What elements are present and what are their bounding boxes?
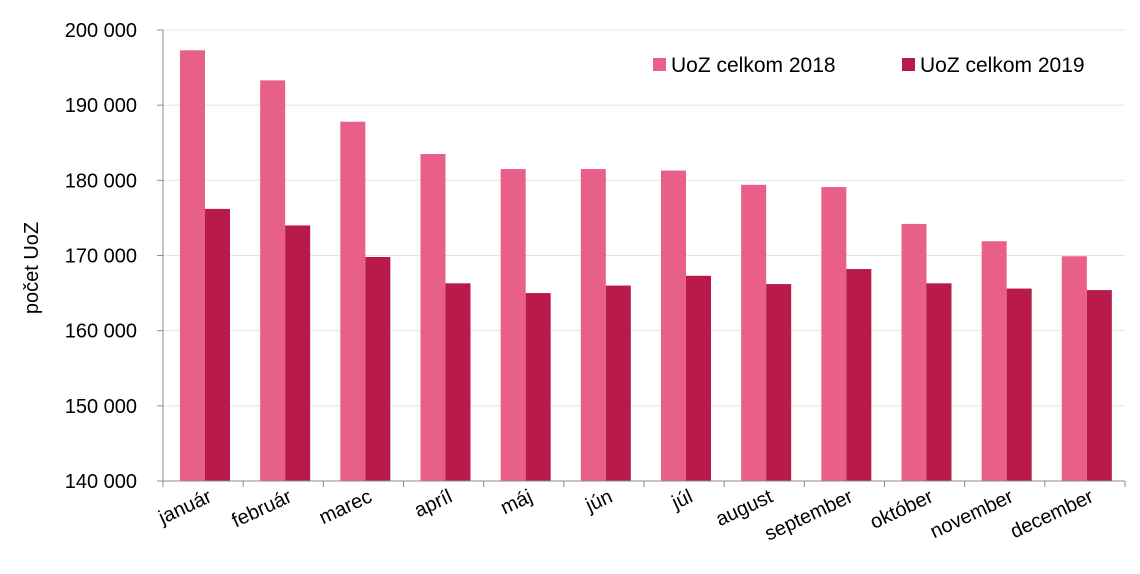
bar-2018 — [981, 241, 1007, 481]
x-tick-label: apríl — [411, 486, 456, 522]
bar-2019 — [605, 285, 631, 481]
bar-2018 — [741, 184, 767, 482]
bar-2018 — [901, 223, 927, 481]
legend-swatch — [653, 58, 666, 71]
x-tick-label: marec — [316, 486, 376, 529]
x-tick-label: máj — [497, 486, 536, 520]
y-tick-label: 170 000 — [65, 246, 137, 268]
x-tick-label: január — [155, 485, 216, 529]
bar-2019 — [766, 284, 792, 481]
bar-2018 — [420, 154, 446, 481]
bar-2019 — [285, 225, 311, 481]
y-tick-label: 200 000 — [65, 20, 137, 42]
bar-2019 — [445, 283, 471, 481]
bar-2018 — [500, 169, 526, 481]
y-tick-label: 180 000 — [65, 170, 137, 192]
x-tick-labels: január február marec apríl máj jún júl augustse… — [155, 485, 1098, 545]
x-tick-label: november — [927, 485, 1017, 543]
legend-label: UoZ celkom 2018 — [671, 54, 836, 77]
y-axis-label: počet UoZ — [21, 222, 43, 314]
x-tick-label: jún — [582, 486, 616, 518]
legend: UoZ celkom 2018 UoZ celkom 2019 — [653, 54, 1085, 77]
y-tick-label: 190 000 — [65, 95, 137, 117]
grid-lines — [163, 29, 1125, 407]
bar-2018 — [260, 80, 286, 481]
bar-2019 — [1086, 290, 1112, 481]
bar-2018 — [580, 169, 606, 481]
bar-2018 — [1061, 256, 1087, 481]
bars-group — [180, 50, 1112, 482]
bar-2019 — [846, 269, 872, 481]
y-tick-label: 150 000 — [65, 396, 137, 418]
y-tick-label: 160 000 — [65, 321, 137, 343]
bar-2019 — [365, 257, 391, 481]
bar-2019 — [926, 283, 952, 481]
x-tick-label: september — [762, 485, 857, 545]
bar-2018 — [661, 170, 686, 482]
legend-swatch — [902, 58, 915, 71]
x-tick-label: júl — [668, 486, 696, 515]
bar-2018 — [821, 187, 847, 481]
bar-2019 — [1006, 288, 1032, 481]
legend-label: UoZ celkom 2019 — [920, 54, 1085, 77]
x-tick-label: február — [229, 485, 296, 532]
x-tick-label: december — [1007, 485, 1097, 543]
y-tick-labels: 140 000 150 000 160 000 170 000 180 000 190 0… — [65, 20, 137, 493]
bar-2019 — [686, 275, 711, 481]
bar-2019 — [205, 208, 230, 481]
bar-2018 — [180, 50, 205, 482]
axes-group — [157, 29, 1126, 487]
x-tick-label: október — [867, 485, 937, 533]
y-tick-label: 140 000 — [65, 471, 137, 493]
bar-2019 — [525, 293, 551, 481]
bar-2018 — [340, 121, 366, 481]
